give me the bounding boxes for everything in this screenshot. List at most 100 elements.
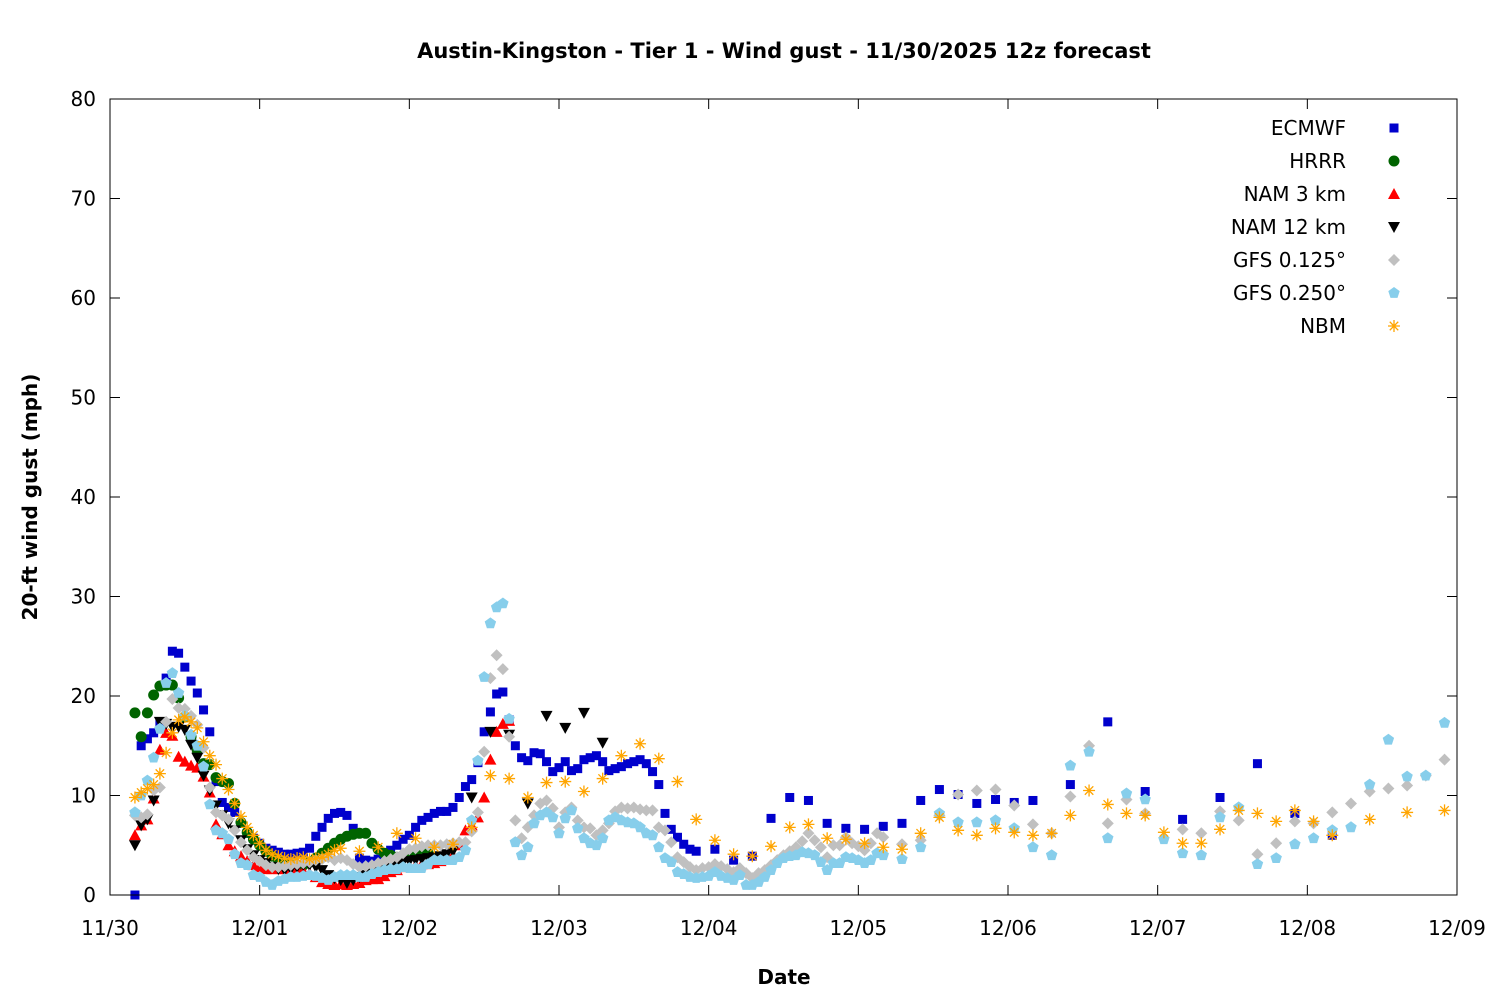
data-point	[1215, 792, 1225, 802]
data-point	[484, 617, 497, 629]
data-point	[178, 710, 191, 723]
x-axis-label: Date	[757, 965, 810, 989]
data-point	[1065, 780, 1075, 790]
data-point	[147, 778, 160, 791]
data-point	[423, 812, 433, 822]
data-point	[148, 689, 160, 701]
data-point	[448, 802, 458, 812]
y-axis-label: 20-ft wind gust (mph)	[18, 374, 42, 621]
data-point	[665, 836, 678, 849]
series-gfs-0-250-	[129, 597, 1451, 890]
data-point	[839, 833, 852, 846]
data-point	[858, 844, 871, 857]
data-point	[1195, 849, 1207, 861]
data-point	[517, 753, 527, 763]
data-point	[141, 774, 154, 786]
data-point	[596, 772, 609, 785]
data-point	[1438, 716, 1451, 728]
x-tick-label: 12/02	[381, 916, 439, 940]
data-point	[547, 811, 559, 823]
data-point	[1028, 795, 1038, 805]
data-point	[952, 816, 964, 828]
data-point	[360, 827, 372, 839]
data-point	[652, 752, 665, 765]
data-point	[1251, 848, 1264, 861]
data-point	[166, 726, 179, 739]
data-point	[572, 822, 584, 834]
data-point	[323, 813, 333, 823]
data-point	[1026, 829, 1039, 842]
data-point	[1083, 784, 1096, 797]
data-point	[342, 810, 352, 820]
data-point	[328, 844, 341, 857]
data-point	[180, 662, 190, 672]
data-point	[1195, 827, 1208, 840]
data-point	[559, 722, 572, 734]
data-point	[710, 844, 720, 854]
data-point	[727, 848, 740, 861]
data-point	[591, 751, 601, 761]
data-point	[1101, 817, 1114, 830]
data-point	[860, 824, 870, 834]
data-point	[815, 856, 827, 867]
data-point	[234, 810, 247, 823]
data-point	[247, 829, 260, 842]
data-point	[340, 878, 353, 890]
data-point	[1289, 838, 1301, 850]
data-point	[178, 755, 191, 767]
data-point	[398, 834, 408, 844]
y-tick-label: 0	[83, 883, 96, 907]
data-point	[542, 757, 552, 767]
data-point	[566, 766, 576, 776]
data-point	[970, 829, 983, 842]
data-point	[579, 755, 589, 765]
data-point	[141, 782, 154, 795]
data-point	[1401, 779, 1414, 792]
data-point	[471, 806, 484, 819]
data-point	[336, 807, 346, 817]
data-point	[821, 832, 834, 845]
data-point	[1438, 804, 1451, 817]
data-point	[147, 795, 160, 807]
data-point	[186, 676, 196, 686]
data-point	[390, 827, 403, 840]
data-point	[222, 783, 235, 796]
data-point	[803, 795, 813, 805]
x-tick-label: 12/05	[830, 916, 888, 940]
data-point	[878, 821, 888, 831]
data-point	[765, 840, 778, 853]
data-point	[348, 823, 358, 833]
y-tick-label: 80	[71, 87, 96, 111]
data-point	[492, 689, 502, 699]
data-point	[172, 687, 185, 698]
data-point	[272, 850, 285, 863]
data-point	[814, 841, 827, 854]
data-point	[672, 832, 682, 842]
data-point	[478, 671, 490, 682]
data-point	[230, 807, 240, 817]
data-point	[690, 813, 703, 826]
data-point	[129, 707, 141, 719]
data-point	[291, 852, 304, 865]
data-point	[1026, 818, 1039, 831]
data-point	[1401, 770, 1413, 782]
data-point	[216, 827, 228, 839]
data-point	[417, 815, 427, 825]
data-point	[896, 853, 908, 864]
data-point	[253, 837, 266, 850]
data-point	[135, 731, 147, 743]
data-point	[199, 705, 209, 715]
data-point	[991, 794, 1001, 804]
data-point	[266, 861, 279, 874]
data-point	[1345, 821, 1357, 833]
y-tick-label: 60	[71, 286, 96, 310]
data-point	[197, 760, 210, 772]
data-point	[160, 726, 173, 738]
data-point	[1251, 807, 1264, 820]
data-point	[178, 724, 191, 736]
data-point	[808, 834, 821, 847]
data-point	[585, 753, 595, 763]
data-point	[166, 667, 179, 678]
data-point	[160, 746, 173, 759]
data-point	[484, 769, 497, 782]
